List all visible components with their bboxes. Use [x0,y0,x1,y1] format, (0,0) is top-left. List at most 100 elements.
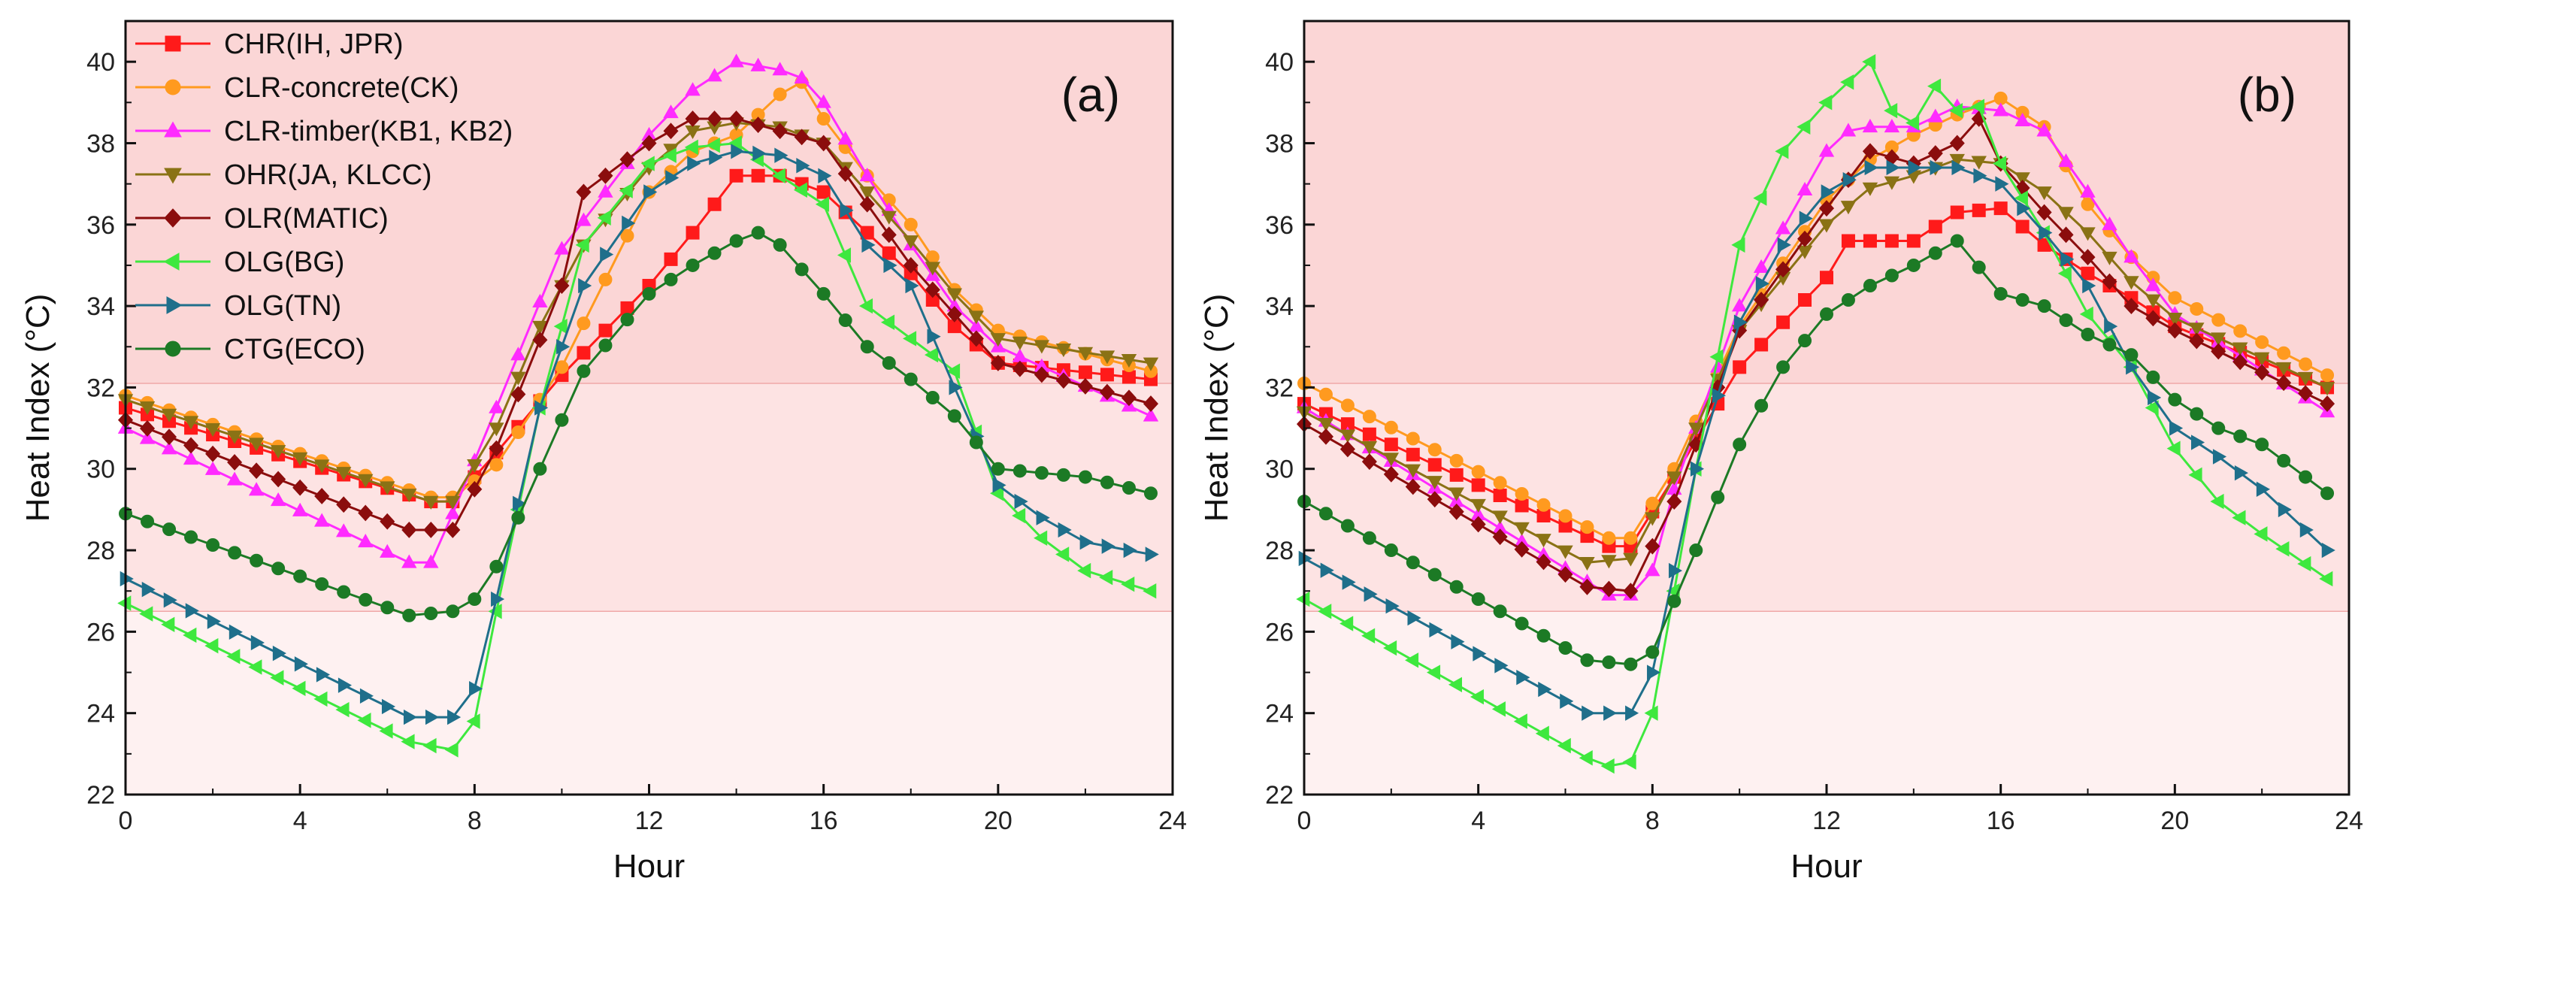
point-ctg-eco-b-28 [1906,258,1921,272]
point-olg-bg-b-1 [1318,604,1332,619]
point-olg-tn-b-17 [1668,562,1683,579]
point-olr-matic-b-23 [1797,230,1813,247]
point-ctg-eco-b-47 [2320,486,2335,501]
point-olg-bg-a-23 [619,183,633,198]
point-olr-matic-a-39 [968,330,984,347]
point-olg-tn-a-8 [294,656,308,672]
point-olg-bg-b-35 [2057,265,2072,281]
point-olg-bg-b-22 [1775,144,1789,159]
point-olr-matic-a-25 [663,123,679,140]
point-clr-concrete-ck-b-12 [1558,509,1573,523]
point-clr-concrete-ck-b-8 [1471,465,1485,479]
point-ohr-ja-klcc-b-12 [1557,545,1573,559]
point-olg-bg-a-37 [924,347,939,363]
point-ohr-ja-klcc-b-11 [1536,534,1551,548]
point-ohr-ja-klcc-b-13 [1579,557,1595,571]
point-clr-timber-kb1-kb2-a-10 [336,523,352,537]
point-olg-bg-a-22 [597,210,611,226]
point-olr-matic-b-47 [2320,395,2335,413]
point-olg-bg-a-44 [1077,562,1091,579]
point-ohr-ja-klcc-b-8 [1470,498,1486,513]
point-clr-concrete-ck-a-36 [904,217,918,232]
point-chr-ih-jpr-b-36 [2081,266,2095,280]
point-ctg-eco-b-35 [2059,313,2073,328]
legend-swatch-marker-ohr-ja-klcc [164,168,182,184]
point-ctg-eco-a-20 [555,413,569,427]
x-tick-label-a-8: 8 [468,807,482,835]
point-ctg-eco-a-2 [162,522,177,537]
point-chr-ih-jpr-b-7 [1449,468,1464,482]
point-olg-bg-a-15 [444,742,459,758]
point-olr-matic-b-1 [1318,428,1333,445]
point-olr-matic-b-3 [1361,453,1377,471]
point-ctg-eco-b-43 [2233,429,2248,444]
point-olg-tn-b-7 [1451,634,1465,649]
point-ohr-ja-klcc-a-13 [401,489,417,503]
point-clr-concrete-ck-b-9 [1493,476,1507,490]
point-ohr-ja-klcc-b-39 [2145,294,2161,308]
point-olr-matic-a-35 [881,226,897,244]
point-clr-timber-kb1-kb2-a-13 [401,554,417,568]
point-ohr-ja-klcc-b-18 [1688,422,1704,437]
point-olg-bg-b-47 [2319,571,2333,587]
point-olg-tn-b-21 [1755,276,1769,292]
x-tick-label-a-4: 4 [293,807,307,835]
series-olr-matic-a [117,111,1159,538]
point-ohr-ja-klcc-a-17 [489,422,504,437]
point-olr-matic-a-36 [903,257,919,274]
point-olr-matic-b-37 [2102,273,2117,290]
point-clr-concrete-ck-b-15 [1624,531,1638,545]
point-ctg-eco-a-16 [468,592,482,607]
point-olg-bg-a-12 [379,723,393,739]
y-tick-label-a-40: 40 [86,48,115,77]
point-chr-ih-jpr-a-44 [1078,365,1092,380]
point-ctg-eco-a-35 [882,356,896,370]
point-chr-ih-jpr-b-23 [1798,292,1812,307]
point-olr-matic-a-3 [183,437,199,454]
point-clr-concrete-ck-b-43 [2233,324,2248,338]
point-olg-bg-b-39 [2145,400,2159,416]
point-ctg-eco-a-41 [1013,464,1027,478]
point-clr-concrete-ck-a-20 [555,360,569,374]
point-olr-matic-b-24 [1818,200,1835,217]
point-ohr-ja-klcc-a-7 [270,445,286,459]
point-olg-tn-a-1 [141,581,156,598]
point-ctg-eco-a-7 [271,562,286,576]
point-olg-tn-a-46 [1123,542,1137,559]
point-clr-timber-kb1-kb2-b-24 [1818,143,1835,157]
point-olg-tn-b-18 [1690,461,1705,477]
point-ohr-ja-klcc-a-40 [990,333,1006,347]
point-ctg-eco-b-7 [1449,580,1464,594]
point-olg-bg-a-2 [161,616,175,632]
point-clr-timber-kb1-kb2-a-1 [139,430,156,444]
point-chr-ih-jpr-b-28 [1906,234,1921,248]
point-clr-concrete-ck-b-7 [1449,453,1464,468]
point-olg-bg-a-21 [575,237,589,253]
point-ctg-eco-a-36 [904,372,918,386]
point-olg-bg-a-41 [1012,507,1026,524]
point-olg-bg-b-19 [1709,349,1724,365]
point-olr-matic-a-46 [1121,389,1137,407]
y-tick-label-b-34: 34 [1265,292,1294,321]
point-clr-timber-kb1-kb2-a-12 [380,543,395,558]
point-ctg-eco-a-1 [141,514,155,528]
point-olg-tn-a-5 [229,624,243,640]
point-ohr-ja-klcc-b-5 [1405,464,1421,478]
point-olr-matic-b-15 [1623,583,1639,600]
point-ctg-eco-b-2 [1340,519,1355,533]
point-olg-tn-a-7 [272,645,286,661]
point-clr-concrete-ck-b-45 [2277,346,2291,360]
point-ctg-eco-a-44 [1078,470,1092,484]
x-tick-label-b-16: 16 [1987,807,2015,835]
point-ctg-eco-b-23 [1798,334,1812,348]
point-ctg-eco-a-23 [620,313,634,327]
point-olr-matic-a-17 [489,440,504,457]
point-clr-concrete-ck-a-32 [816,111,831,126]
point-clr-concrete-ck-b-2 [1340,398,1355,413]
panel-a: 0 4 8 12 16 20 24 22 24 26 28 30 32 34 36 38 40 Hour Heat … [20,20,1187,885]
point-olr-matic-a-4 [205,445,221,462]
point-olg-bg-b-43 [2232,510,2246,525]
x-tick-label-b-24: 24 [2335,807,2363,835]
point-olg-tn-a-18 [513,495,527,511]
point-clr-concrete-ck-b-3 [1362,410,1376,424]
